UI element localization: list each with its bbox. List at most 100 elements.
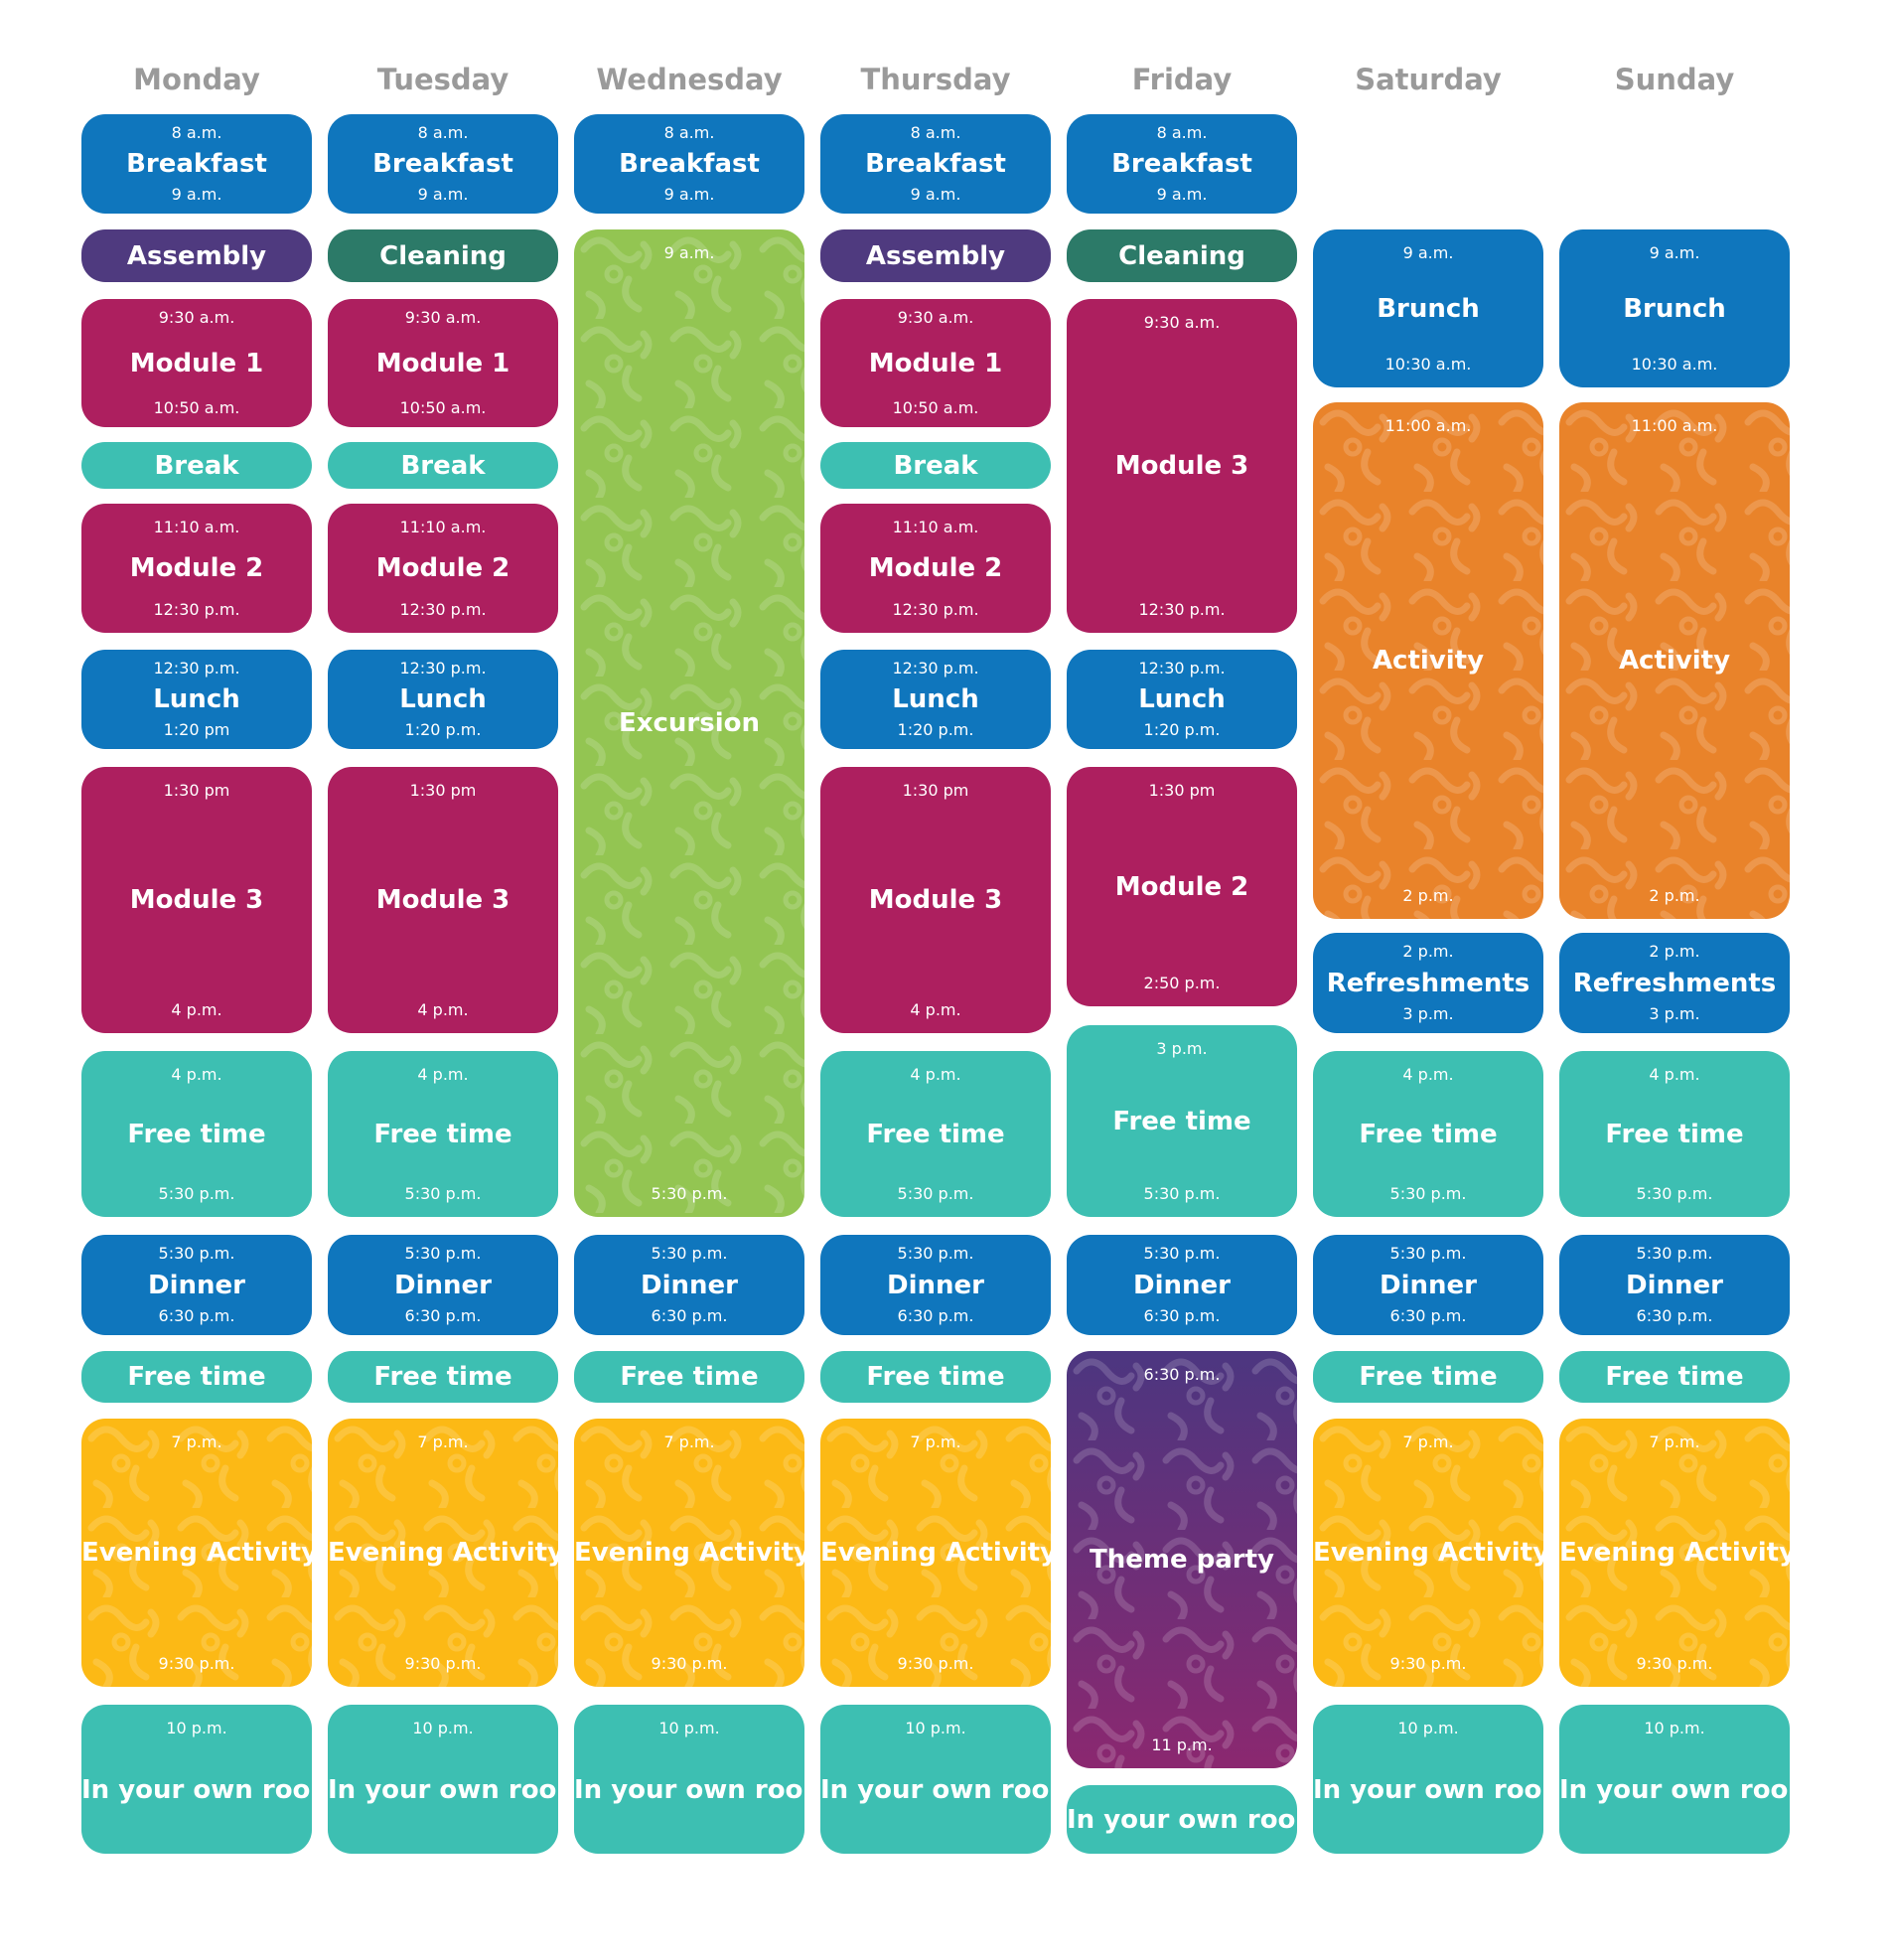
event-title: Cleaning [1118,240,1245,271]
event-brunch-sunday[interactable]: 9 a.m. Brunch 10:30 a.m. [1559,229,1790,387]
event-in-your-own-room-monday[interactable]: 10 p.m. In your own room [81,1705,312,1854]
event-start-time: 8 a.m. [417,123,469,142]
event-title: Free time [127,1362,266,1392]
event-start-time: 10 p.m. [1644,1719,1705,1737]
event-start-time: 10 p.m. [166,1719,227,1737]
event-start-time: 4 p.m. [1649,1065,1700,1084]
event-module-3-friday[interactable]: 9:30 a.m. Module 3 12:30 p.m. [1067,299,1297,633]
event-lunch-monday[interactable]: 12:30 p.m. Lunch 1:20 pm [81,650,312,749]
event-lunch-friday[interactable]: 12:30 p.m. Lunch 1:20 p.m. [1067,650,1297,749]
event-dinner-thursday[interactable]: 5:30 p.m. Dinner 6:30 p.m. [820,1235,1051,1335]
event-module-2-thursday[interactable]: 11:10 a.m. Module 2 12:30 p.m. [820,504,1051,633]
event-evening-activity-monday[interactable]: 7 p.m. Evening Activity 9:30 p.m. [81,1419,312,1687]
event-title: In your own room [820,1775,1051,1805]
event-free-time-thursday[interactable]: Free time [820,1351,1051,1403]
event-title: Break [400,450,486,481]
event-title: Breakfast [1111,149,1252,179]
event-in-your-own-room-wednesday[interactable]: 10 p.m. In your own room [574,1705,804,1854]
event-free-time-tuesday[interactable]: Free time [328,1351,558,1403]
event-title: Dinner [148,1270,245,1300]
event-title: Break [893,450,978,481]
squiggle-pattern [574,1419,804,1687]
event-module-2-monday[interactable]: 11:10 a.m. Module 2 12:30 p.m. [81,504,312,633]
event-title: In your own room [1559,1775,1790,1805]
event-start-time: 11:00 a.m. [1384,416,1472,435]
event-free-time-monday[interactable]: 4 p.m. Free time 5:30 p.m. [81,1051,312,1217]
event-evening-activity-saturday[interactable]: 7 p.m. Evening Activity 9:30 p.m. [1313,1419,1543,1687]
event-dinner-saturday[interactable]: 5:30 p.m. Dinner 6:30 p.m. [1313,1235,1543,1335]
event-end-time: 6:30 p.m. [651,1306,728,1325]
event-excursion-wednesday[interactable]: 9 a.m. Excursion 5:30 p.m. [574,229,804,1217]
event-dinner-tuesday[interactable]: 5:30 p.m. Dinner 6:30 p.m. [328,1235,558,1335]
event-title: Dinner [1626,1270,1723,1300]
event-activity-saturday[interactable]: 11:00 a.m. Activity 2 p.m. [1313,402,1543,919]
event-title: Activity [1618,646,1731,676]
event-theme-party-friday[interactable]: 6:30 p.m. Theme party 11 p.m. [1067,1351,1297,1768]
event-free-time-wednesday[interactable]: Free time [574,1351,804,1403]
event-dinner-friday[interactable]: 5:30 p.m. Dinner 6:30 p.m. [1067,1235,1297,1335]
event-activity-sunday[interactable]: 11:00 a.m. Activity 2 p.m. [1559,402,1790,919]
event-brunch-saturday[interactable]: 9 a.m. Brunch 10:30 a.m. [1313,229,1543,387]
event-in-your-own-room-saturday[interactable]: 10 p.m. In your own room [1313,1705,1543,1854]
event-break-monday[interactable]: Break [81,442,312,489]
event-module-2-friday[interactable]: 1:30 pm Module 2 2:50 p.m. [1067,767,1297,1006]
event-breakfast-wednesday[interactable]: 8 a.m. Breakfast 9 a.m. [574,114,804,214]
event-start-time: 5:30 p.m. [1143,1244,1221,1263]
event-dinner-wednesday[interactable]: 5:30 p.m. Dinner 6:30 p.m. [574,1235,804,1335]
event-break-tuesday[interactable]: Break [328,442,558,489]
event-module-1-thursday[interactable]: 9:30 a.m. Module 1 10:50 a.m. [820,299,1051,427]
event-breakfast-thursday[interactable]: 8 a.m. Breakfast 9 a.m. [820,114,1051,214]
event-end-time: 1:20 pm [163,720,230,739]
event-free-time-friday[interactable]: 3 p.m. Free time 5:30 p.m. [1067,1025,1297,1217]
event-free-time-saturday[interactable]: Free time [1313,1351,1543,1403]
event-evening-activity-tuesday[interactable]: 7 p.m. Evening Activity 9:30 p.m. [328,1419,558,1687]
event-lunch-tuesday[interactable]: 12:30 p.m. Lunch 1:20 p.m. [328,650,558,749]
event-title: Activity [1372,646,1485,676]
event-refreshments-saturday[interactable]: 2 p.m. Refreshments 3 p.m. [1313,933,1543,1033]
event-start-time: 7 p.m. [1649,1432,1700,1451]
event-free-time-thursday[interactable]: 4 p.m. Free time 5:30 p.m. [820,1051,1051,1217]
event-in-your-own-room-thursday[interactable]: 10 p.m. In your own room [820,1705,1051,1854]
event-evening-activity-sunday[interactable]: 7 p.m. Evening Activity 9:30 p.m. [1559,1419,1790,1687]
event-module-2-tuesday[interactable]: 11:10 a.m. Module 2 12:30 p.m. [328,504,558,633]
event-start-time: 12:30 p.m. [1138,659,1226,678]
event-start-time: 10 p.m. [658,1719,720,1737]
event-free-time-sunday[interactable]: Free time [1559,1351,1790,1403]
event-end-time: 12:30 p.m. [153,600,240,619]
event-title: Free time [127,1119,266,1149]
event-breakfast-friday[interactable]: 8 a.m. Breakfast 9 a.m. [1067,114,1297,214]
event-evening-activity-wednesday[interactable]: 7 p.m. Evening Activity 9:30 p.m. [574,1419,804,1687]
event-lunch-thursday[interactable]: 12:30 p.m. Lunch 1:20 p.m. [820,650,1051,749]
event-title: Evening Activity [81,1538,312,1568]
event-start-time: 9 a.m. [663,243,715,262]
event-start-time: 6:30 p.m. [1143,1365,1221,1384]
event-module-3-monday[interactable]: 1:30 pm Module 3 4 p.m. [81,767,312,1033]
event-free-time-tuesday[interactable]: 4 p.m. Free time 5:30 p.m. [328,1051,558,1217]
event-assembly-thursday[interactable]: Assembly [820,229,1051,282]
event-break-thursday[interactable]: Break [820,442,1051,489]
event-cleaning-friday[interactable]: Cleaning [1067,229,1297,282]
event-dinner-monday[interactable]: 5:30 p.m. Dinner 6:30 p.m. [81,1235,312,1335]
event-free-time-saturday[interactable]: 4 p.m. Free time 5:30 p.m. [1313,1051,1543,1217]
event-breakfast-monday[interactable]: 8 a.m. Breakfast 9 a.m. [81,114,312,214]
event-cleaning-tuesday[interactable]: Cleaning [328,229,558,282]
event-assembly-monday[interactable]: Assembly [81,229,312,282]
event-in-your-own-room-friday[interactable]: In your own room [1067,1785,1297,1854]
event-start-time: 7 p.m. [417,1432,469,1451]
event-breakfast-tuesday[interactable]: 8 a.m. Breakfast 9 a.m. [328,114,558,214]
event-start-time: 2 p.m. [1649,942,1700,961]
event-evening-activity-thursday[interactable]: 7 p.m. Evening Activity 9:30 p.m. [820,1419,1051,1687]
event-dinner-sunday[interactable]: 5:30 p.m. Dinner 6:30 p.m. [1559,1235,1790,1335]
event-in-your-own-room-sunday[interactable]: 10 p.m. In your own room [1559,1705,1790,1854]
event-module-1-monday[interactable]: 9:30 a.m. Module 1 10:50 a.m. [81,299,312,427]
event-module-3-thursday[interactable]: 1:30 pm Module 3 4 p.m. [820,767,1051,1033]
event-title: Dinner [641,1270,738,1300]
event-module-3-tuesday[interactable]: 1:30 pm Module 3 4 p.m. [328,767,558,1033]
event-free-time-monday[interactable]: Free time [81,1351,312,1403]
event-module-1-tuesday[interactable]: 9:30 a.m. Module 1 10:50 a.m. [328,299,558,427]
event-free-time-sunday[interactable]: 4 p.m. Free time 5:30 p.m. [1559,1051,1790,1217]
event-refreshments-sunday[interactable]: 2 p.m. Refreshments 3 p.m. [1559,933,1790,1033]
event-start-time: 11:00 a.m. [1631,416,1718,435]
event-in-your-own-room-tuesday[interactable]: 10 p.m. In your own room [328,1705,558,1854]
event-title: Evening Activity [1559,1538,1790,1568]
